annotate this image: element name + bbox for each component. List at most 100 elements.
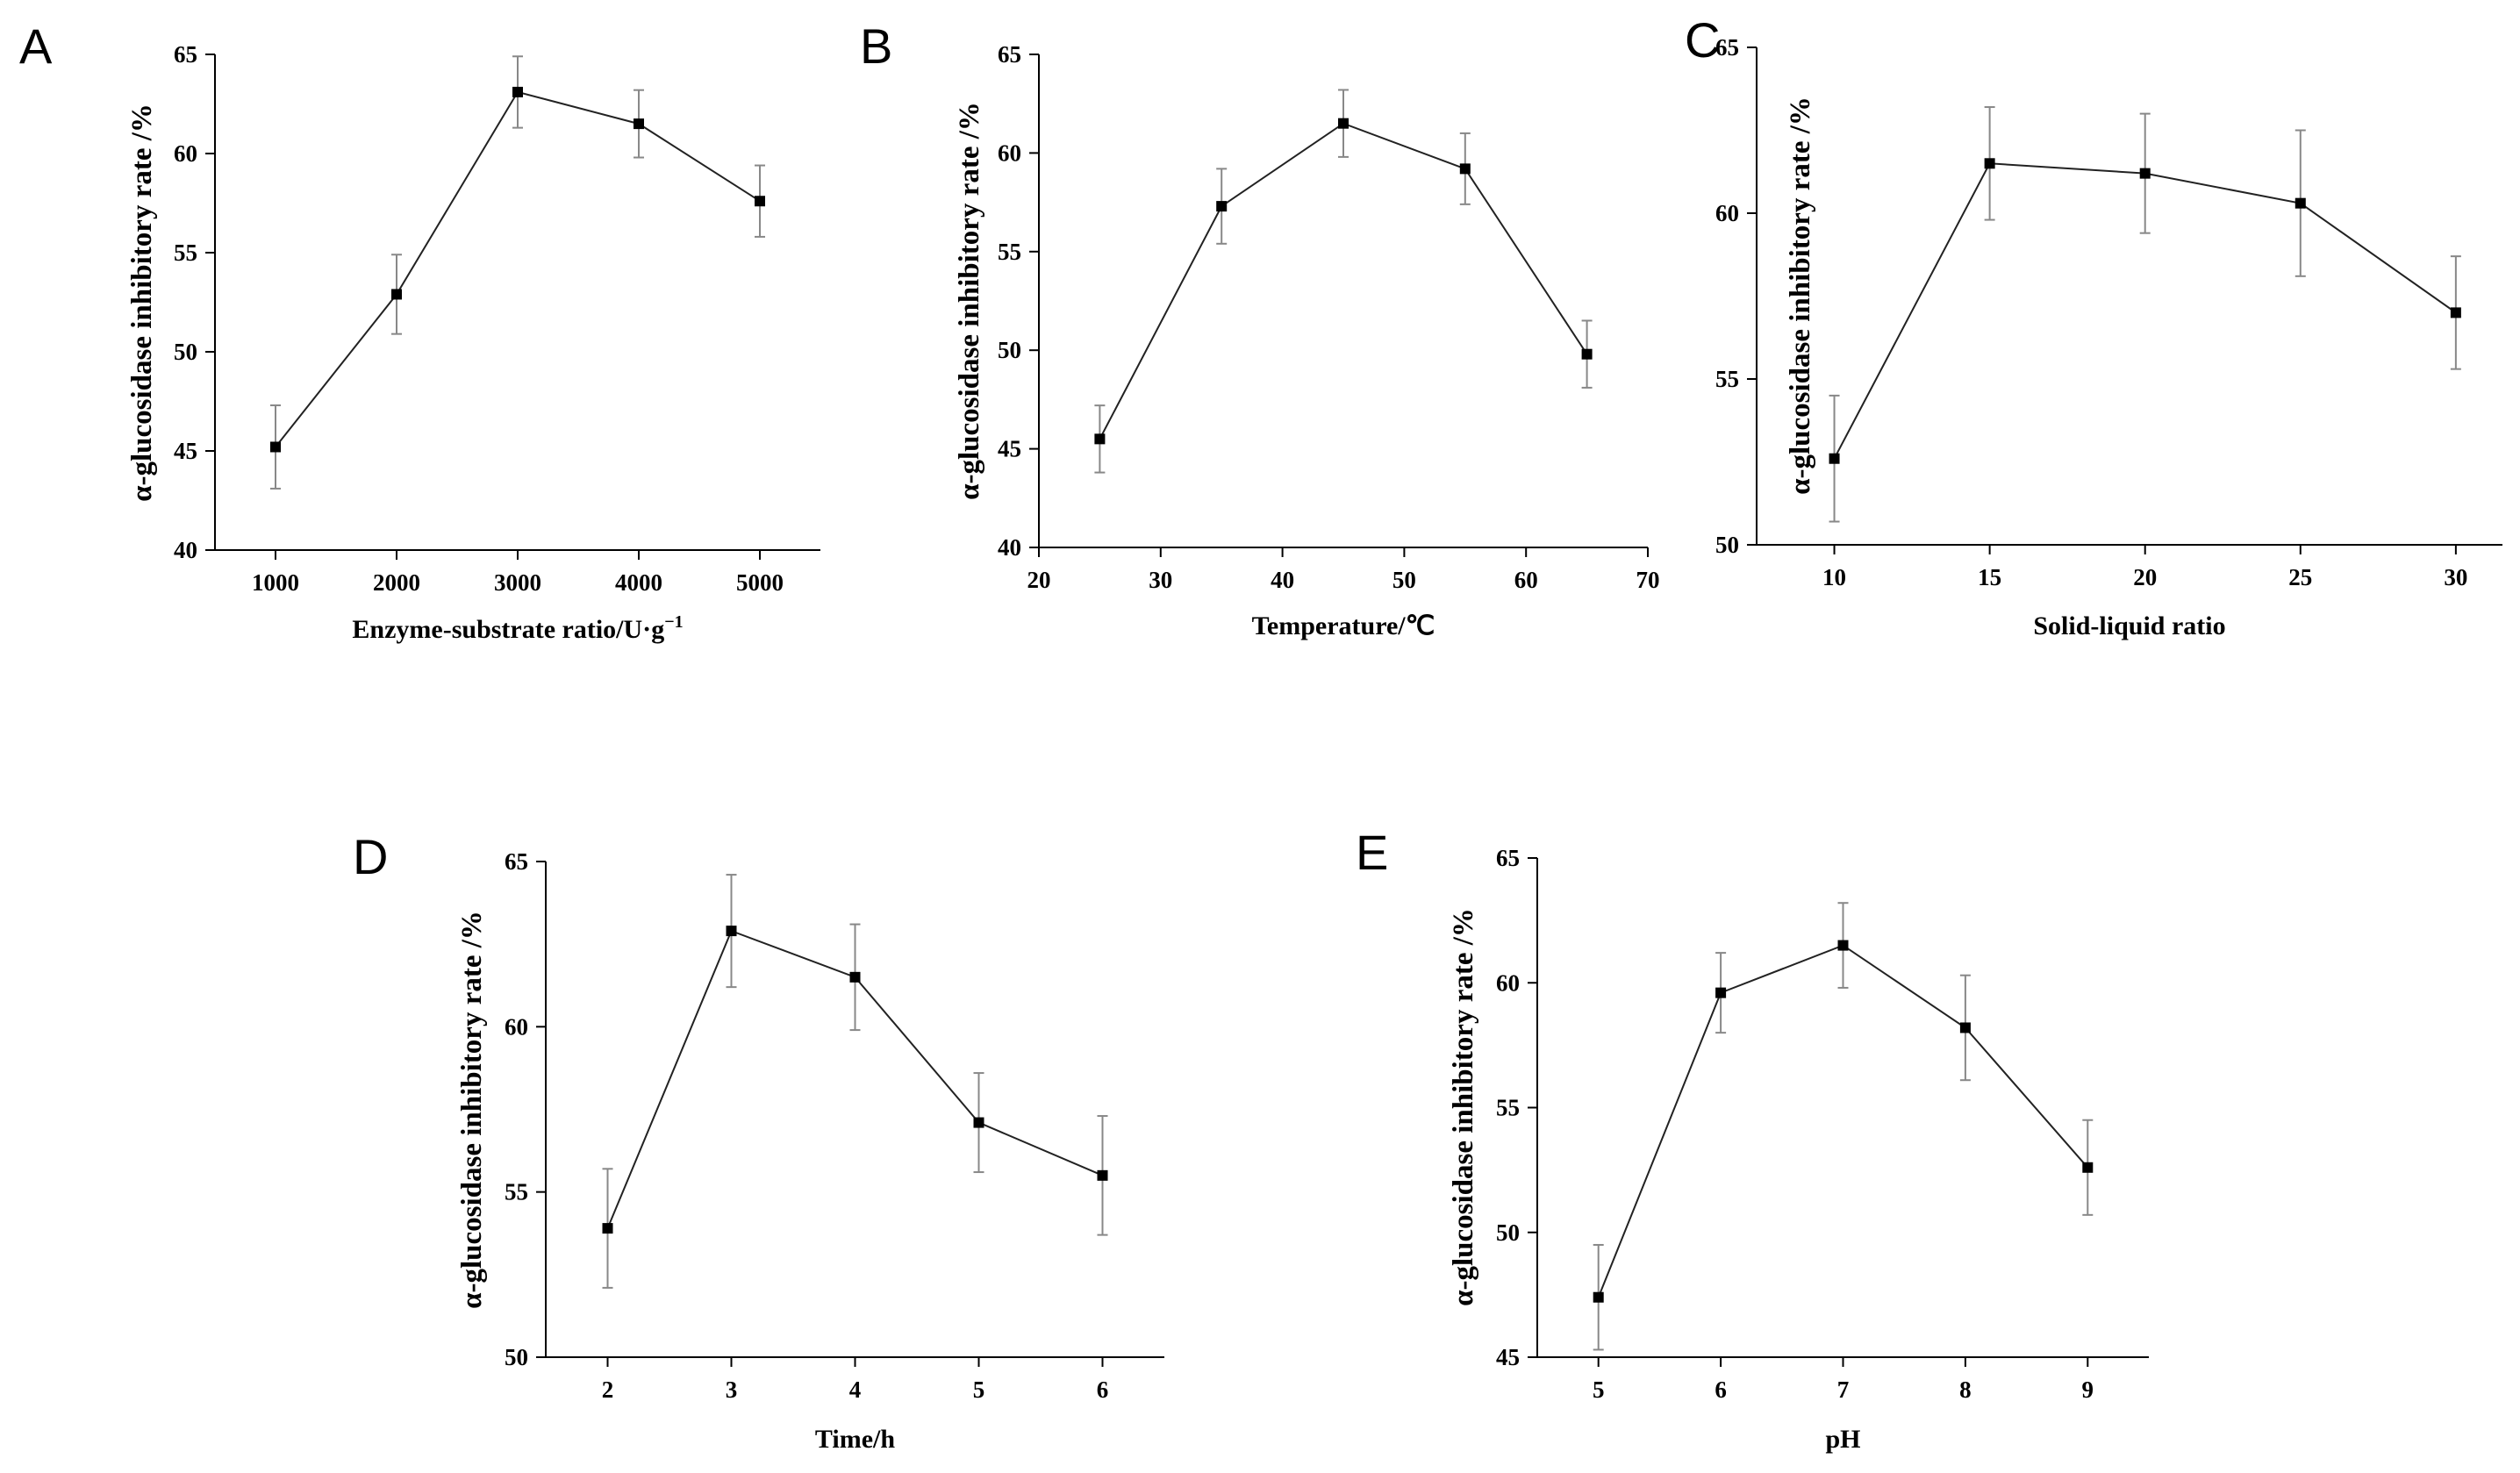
x-tick-label: 2 — [602, 1376, 614, 1403]
x-axis-title: Solid-liquid ratio — [2033, 611, 2225, 640]
x-axis-title: pH — [1825, 1425, 1860, 1454]
x-tick-label: 6 — [1715, 1376, 1727, 1403]
x-axis-title: Time/h — [815, 1425, 895, 1454]
x-tick-label: 6 — [1097, 1376, 1109, 1403]
x-axis-title-text: Enzyme-substrate ratio/U·g — [352, 615, 664, 644]
series-line — [275, 90, 761, 448]
x-tick-label: 4 — [849, 1376, 862, 1403]
x-tick-label: 30 — [1149, 567, 1172, 593]
data-point — [1837, 940, 1849, 951]
chart-panel-d: D 50 55 60 65 2 3 4 5 6 Time/h α-glucosidase inhibi… — [353, 829, 1164, 1454]
data-point — [1715, 987, 1727, 998]
x-tick-label: 4000 — [615, 569, 662, 596]
x-tick-label: 3000 — [494, 569, 541, 596]
y-tick-label: 55 — [998, 239, 1021, 265]
x-axis-title: Enzyme-substrate ratio/U·g−1 — [352, 612, 683, 644]
data-point — [1593, 1291, 1604, 1303]
panel-letter: A — [19, 18, 53, 74]
data-point — [1094, 433, 1106, 445]
x-axis-title-text: pH — [1825, 1425, 1860, 1454]
chart-panel-a: A 40 45 50 55 60 65 1000 2000 3000 4000 5000 Enzyme-… — [19, 18, 820, 644]
x-tick-label: 15 — [1978, 564, 2001, 590]
y-tick-label: 50 — [174, 339, 197, 365]
x-tick-label: 5 — [973, 1376, 985, 1403]
panel-letter: E — [1356, 825, 1388, 880]
y-tick-label: 55 — [1496, 1095, 1520, 1121]
y-tick-label: 60 — [1715, 200, 1739, 226]
series-line — [1597, 944, 2089, 1298]
x-axis-title-text: Temperature/℃ — [1252, 611, 1435, 640]
chart-panel-c: C 50 55 60 65 10 15 20 25 30 Solid-liquid ratio α-g… — [1685, 12, 2502, 640]
data-point — [849, 971, 861, 983]
data-point — [2450, 307, 2461, 318]
data-point — [1216, 201, 1228, 212]
x-tick-label: 2000 — [373, 569, 420, 596]
y-tick-label: 45 — [174, 438, 197, 464]
x-tick-label: 5000 — [736, 569, 784, 596]
x-tick-label: 30 — [2444, 564, 2467, 590]
y-tick-label: 55 — [174, 240, 197, 266]
x-tick-label: 10 — [1822, 564, 1846, 590]
x-tick-label: 70 — [1636, 567, 1660, 593]
data-point — [512, 86, 523, 97]
y-tick-label: 65 — [1715, 34, 1739, 61]
y-tick-label: 65 — [1496, 845, 1520, 871]
y-axis-title: α-glucosidase inhibitory rate /% — [954, 102, 985, 500]
panel-letter: C — [1685, 12, 1720, 68]
data-point — [2294, 197, 2306, 209]
data-point — [1581, 348, 1593, 360]
x-axis-title-superscript: −1 — [664, 612, 683, 632]
x-tick-label: 20 — [1027, 567, 1051, 593]
data-point — [1829, 453, 1840, 464]
y-tick-label: 60 — [174, 140, 197, 167]
x-tick-label: 9 — [2082, 1376, 2094, 1403]
data-point — [634, 118, 644, 130]
x-tick-label: 20 — [2133, 564, 2157, 590]
data-point — [391, 289, 402, 300]
data-point — [1338, 118, 1349, 129]
data-point — [755, 196, 765, 207]
y-tick-label: 50 — [1496, 1219, 1520, 1246]
y-tick-label: 60 — [1496, 969, 1520, 996]
chart-panel-e: E 45 50 55 60 65 5 6 7 8 9 pH α-glucosidase inhibito… — [1356, 825, 2149, 1454]
data-point — [973, 1117, 984, 1128]
y-tick-label: 40 — [998, 534, 1021, 561]
data-point — [270, 441, 281, 453]
x-tick-label: 25 — [2288, 564, 2312, 590]
x-axis-title-text: Solid-liquid ratio — [2033, 611, 2225, 640]
series-line — [1099, 122, 1588, 440]
data-point — [602, 1223, 613, 1234]
data-point — [1959, 1022, 1971, 1033]
x-tick-label: 60 — [1514, 567, 1538, 593]
x-tick-label: 3 — [726, 1376, 738, 1403]
x-tick-label: 40 — [1271, 567, 1294, 593]
y-tick-label: 50 — [998, 337, 1021, 363]
x-tick-label: 7 — [1837, 1376, 1850, 1403]
x-tick-label: 5 — [1593, 1376, 1605, 1403]
y-tick-label: 60 — [505, 1013, 528, 1040]
y-tick-label: 50 — [1715, 532, 1739, 558]
data-point — [726, 926, 737, 937]
y-tick-label: 60 — [998, 139, 1021, 166]
data-point — [1984, 158, 1995, 169]
y-axis-title: α-glucosidase inhibitory rate /% — [1448, 908, 1479, 1306]
data-point — [2139, 168, 2151, 179]
chart-panel-b: B 40 45 50 55 60 65 20 30 40 50 60 70 Temperature/℃ α-… — [860, 18, 1660, 640]
data-point — [2082, 1162, 2094, 1173]
y-axis-title: α-glucosidase inhibitory rate /% — [126, 104, 158, 502]
y-tick-label: 65 — [998, 41, 1021, 68]
y-axis-title: α-glucosidase inhibitory rate /% — [1785, 97, 1816, 495]
x-tick-label: 8 — [1959, 1376, 1972, 1403]
y-tick-label: 50 — [505, 1344, 528, 1370]
y-tick-label: 40 — [174, 537, 197, 563]
x-axis-title-text: Time/h — [815, 1425, 895, 1454]
data-point — [1459, 163, 1471, 175]
x-tick-label: 1000 — [252, 569, 299, 596]
y-tick-label: 65 — [174, 41, 197, 68]
y-tick-label: 55 — [1715, 366, 1739, 392]
y-tick-label: 45 — [998, 436, 1021, 462]
x-tick-label: 50 — [1392, 567, 1416, 593]
y-tick-label: 65 — [505, 848, 528, 875]
y-tick-label: 55 — [505, 1179, 528, 1205]
